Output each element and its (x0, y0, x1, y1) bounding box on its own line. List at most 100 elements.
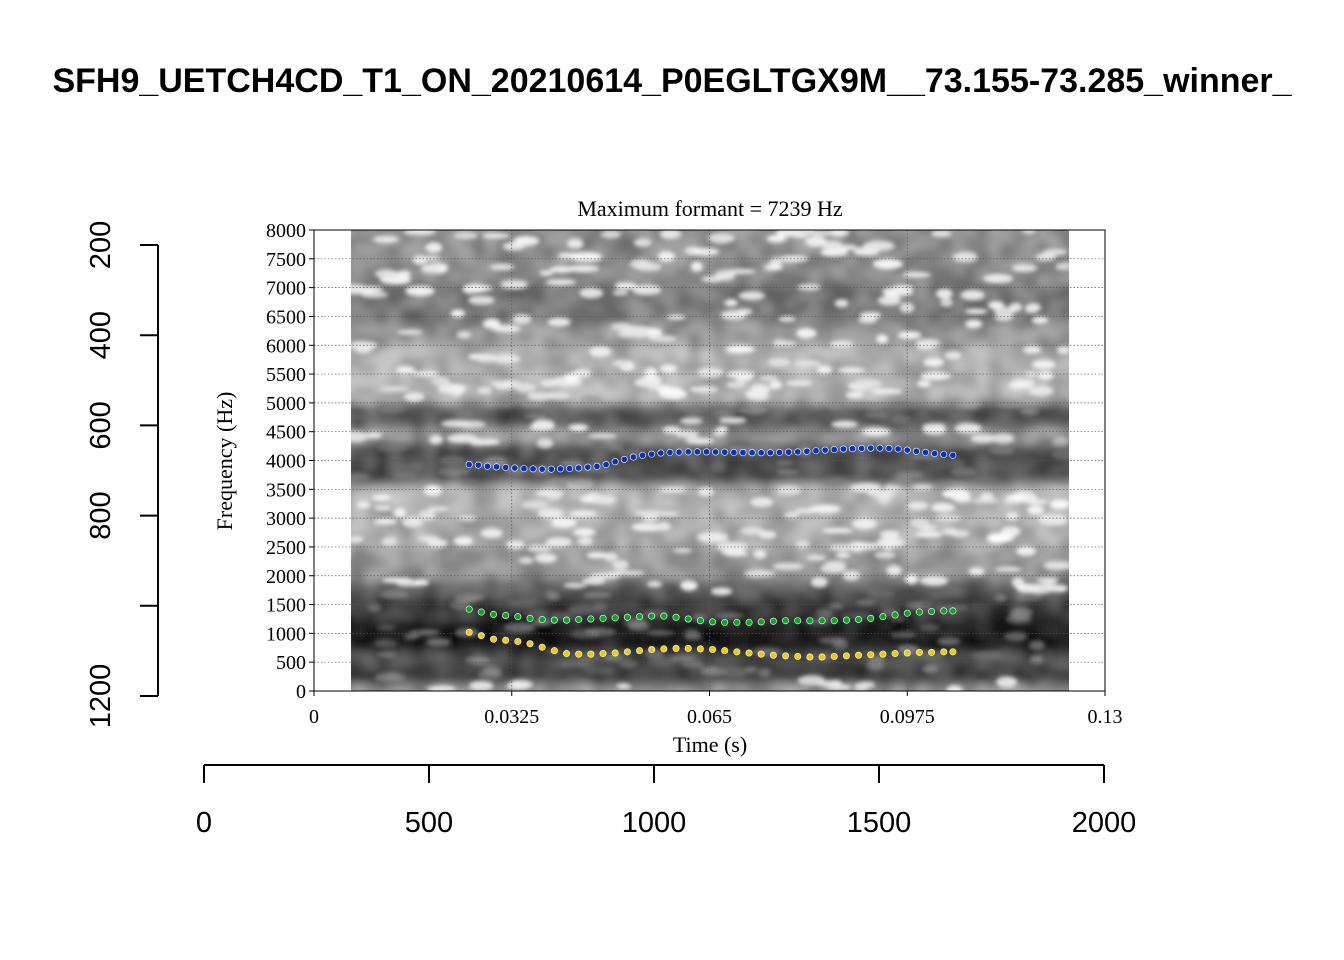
spectrogram-cell (351, 620, 354, 629)
formant-point (584, 463, 592, 471)
spectrogram-cell (376, 348, 390, 357)
spectrogram-cell (736, 636, 750, 645)
spectrogram-cell (544, 252, 558, 261)
spectrogram-cell (952, 230, 966, 237)
y-tick-label: 0 (296, 681, 306, 703)
spectrogram-cell (688, 620, 702, 629)
spectrogram-cell (952, 276, 966, 285)
spectrogram-cell (940, 580, 954, 589)
spectrogram-cell (988, 660, 1002, 669)
spectrogram-cell (916, 684, 930, 691)
spectrogram-cell (351, 236, 354, 245)
spectrogram-cell (976, 580, 990, 589)
spectrogram-highlight (996, 676, 1018, 688)
spectrogram-cell (496, 276, 510, 285)
spectrogram-cell (772, 444, 786, 453)
spectrogram-cell (376, 524, 390, 533)
spectrogram-cell (520, 284, 534, 293)
spectrogram-cell (724, 468, 738, 477)
spectrogram-cell (1073, 508, 1086, 517)
spectrogram-cell (880, 516, 894, 525)
spectrogram-cell (988, 396, 1002, 405)
spectrogram-cell (351, 468, 354, 477)
spectrogram-cell (940, 428, 954, 437)
spectrogram-cell (508, 556, 522, 565)
spectrogram-cell (808, 372, 822, 381)
spectrogram-cell (676, 260, 690, 269)
spectrogram-cell (964, 524, 978, 533)
spectrogram-highlight (666, 314, 686, 320)
spectrogram-highlight (916, 379, 931, 388)
spectrogram-cell (988, 508, 1002, 517)
formant-point (757, 449, 765, 457)
spectrogram-cell (557, 692, 570, 701)
spectrogram-cell (796, 340, 810, 349)
spectrogram-cell (988, 556, 1002, 565)
spectrogram-cell (592, 436, 606, 445)
spectrogram-highlight (467, 295, 495, 305)
spectrogram-cell (568, 332, 582, 341)
spectrogram-cell (892, 580, 906, 589)
spectrogram-cell (544, 332, 558, 341)
spectrogram-cell (820, 268, 834, 277)
spectrogram-highlight (987, 300, 1005, 310)
spectrogram-cell (532, 636, 546, 645)
spectrogram-highlight (497, 397, 515, 408)
spectrogram-cell (592, 524, 606, 533)
spectrogram-cell (700, 500, 714, 509)
spectrogram-cell (628, 484, 642, 493)
spectrogram-highlight (577, 537, 593, 546)
spectrogram-cell (952, 444, 966, 453)
spectrogram-cell (724, 508, 738, 517)
spectrogram-cell (772, 268, 786, 277)
spectrogram-cell (964, 340, 978, 349)
spectrogram-cell (760, 436, 774, 445)
spectrogram-cell (460, 676, 474, 685)
spectrogram-cell (1073, 540, 1086, 549)
spectrogram-cell (964, 508, 978, 517)
spectrogram-cell (916, 436, 930, 445)
spectrogram-cell (976, 284, 990, 293)
spectrogram-cell (351, 292, 354, 301)
spectrogram-cell (556, 236, 570, 245)
spectrogram-cell (616, 572, 630, 581)
spectrogram-cell (604, 412, 618, 421)
spectrogram-cell (904, 508, 918, 517)
spectrogram-cell (520, 308, 534, 317)
spectrogram-cell (736, 420, 750, 429)
spectrogram-cell (928, 396, 942, 405)
spectrogram-cell (604, 380, 618, 389)
spectrogram-cell (748, 260, 762, 269)
spectrogram-cell (460, 356, 474, 365)
spectrogram-cell (448, 332, 462, 341)
spectrogram-cell (521, 220, 534, 229)
spectrogram-cell (496, 652, 510, 661)
spectrogram-cell (952, 524, 966, 533)
spectrogram-cell (568, 652, 582, 661)
spectrogram-cell (436, 508, 450, 517)
spectrogram-highlight (738, 291, 765, 301)
spectrogram-cell (461, 700, 474, 709)
spectrogram-cell (580, 652, 594, 661)
spectrogram-cell (928, 604, 942, 613)
spectrogram-cell (760, 452, 774, 461)
spectrogram-cell (472, 628, 486, 637)
formant-point (514, 613, 522, 621)
spectrogram-cell (760, 324, 774, 333)
spectrogram-cell (1060, 596, 1069, 605)
spectrogram-cell (832, 252, 846, 261)
spectrogram-cell (412, 300, 426, 309)
spectrogram-cell (604, 244, 618, 253)
spectrogram-cell (784, 324, 798, 333)
spectrogram-cell (424, 316, 438, 325)
spectrogram-cell (904, 236, 918, 245)
spectrogram-highlight (846, 391, 864, 399)
spectrogram-cell (856, 660, 870, 669)
spectrogram-highlight (837, 367, 866, 373)
spectrogram-cell (904, 324, 918, 333)
spectrogram-cell (796, 300, 810, 309)
spectrogram-cell (724, 420, 738, 429)
spectrogram-cell (520, 268, 534, 277)
spectrogram-cell (532, 364, 546, 373)
formant-point (745, 649, 753, 657)
